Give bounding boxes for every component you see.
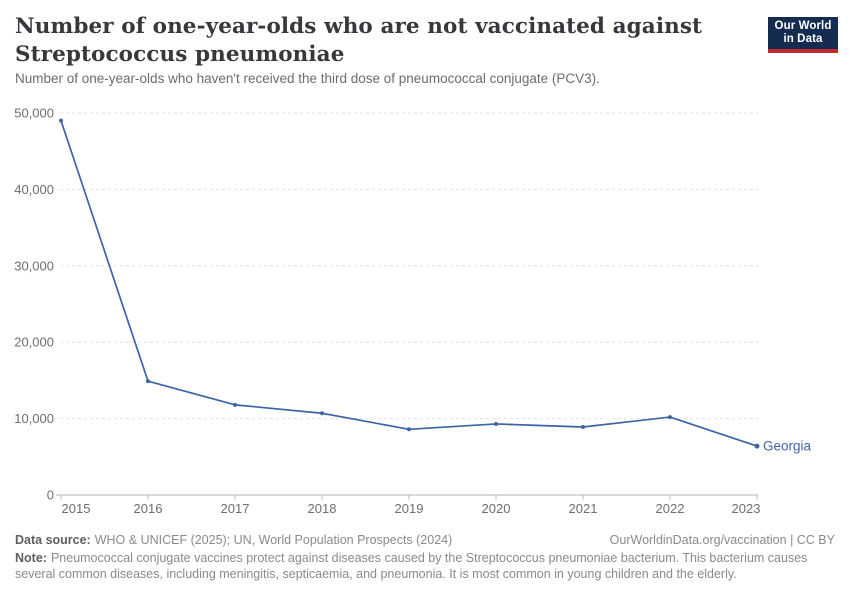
y-axis-tick-label: 30,000 (14, 258, 54, 273)
x-axis-tick-label: 2021 (569, 501, 598, 516)
chart-subtitle: Number of one-year-olds who haven't rece… (15, 71, 600, 86)
x-axis-tick-label: 2016 (134, 501, 163, 516)
y-axis-tick-label: 0 (47, 488, 54, 503)
data-point[interactable] (754, 443, 760, 449)
data-point[interactable] (320, 411, 324, 416)
chart-title: Number of one-year-olds who are not vacc… (15, 13, 755, 68)
y-axis-tick-label: 10,000 (14, 411, 54, 426)
data-source-text: Data source: WHO & UNICEF (2025); UN, Wor… (15, 533, 452, 547)
note-text: Pneumococcal conjugate vaccines protect … (15, 551, 808, 581)
x-axis-tick-label: 2019 (395, 501, 424, 516)
y-axis-tick-label: 20,000 (14, 335, 54, 350)
data-source-label: Data source: (15, 533, 91, 547)
data-point[interactable] (59, 118, 63, 123)
data-point[interactable] (407, 427, 411, 432)
data-point[interactable] (233, 402, 237, 407)
y-axis-tick-label: 40,000 (14, 182, 54, 197)
chart-title-line2: Streptococcus pneumoniae (15, 41, 345, 67)
owid-url-license-link[interactable]: OurWorldinData.org/vaccination | CC BY (609, 533, 835, 547)
data-point[interactable] (146, 379, 150, 384)
x-axis-tick-label: 2022 (656, 501, 685, 516)
footer-source-row: Data source: WHO & UNICEF (2025); UN, Wor… (15, 533, 835, 547)
x-axis-tick-label: 2023 (732, 501, 761, 516)
series-end-label-georgia[interactable]: Georgia (763, 439, 812, 454)
y-axis-tick-label: 50,000 (14, 106, 54, 121)
data-source-value: WHO & UNICEF (2025); UN, World Populatio… (94, 533, 453, 547)
footer-note: Note: Pneumococcal conjugate vaccines pro… (15, 551, 831, 582)
data-point[interactable] (581, 425, 585, 430)
owid-logo[interactable]: Our World in Data (768, 17, 838, 53)
x-axis-tick-label: 2020 (482, 501, 511, 516)
data-point[interactable] (494, 421, 498, 426)
data-point[interactable] (668, 415, 672, 420)
x-axis-tick-label: 2018 (308, 501, 337, 516)
x-axis-tick-label: 2015 (62, 501, 91, 516)
owid-logo-text-line1: Our World (774, 20, 832, 32)
x-axis-tick-label: 2017 (221, 501, 250, 516)
note-label: Note: (15, 551, 47, 565)
data-line-georgia[interactable] (60, 119, 758, 447)
owid-logo-text-line2: in Data (783, 33, 823, 45)
chart-title-line1: Number of one-year-olds who are not vacc… (15, 14, 703, 39)
